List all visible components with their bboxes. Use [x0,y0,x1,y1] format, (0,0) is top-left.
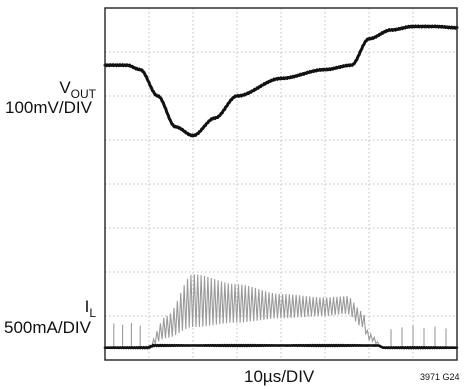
vout-scale-label: 100mV/DIV [5,98,92,117]
vout-label-main: V [59,78,71,97]
il-label-main: I [84,297,90,316]
traces [103,24,459,350]
il-label: IL [36,297,96,319]
il-label-sub: L [89,306,96,320]
vout-trace [103,24,459,138]
figure-id: 3971 G24 [420,372,460,382]
inductor-current-ripple-waveform [146,274,385,349]
plot-border [104,7,458,361]
inductor-current-trace [103,343,459,350]
grid [105,8,457,360]
x-axis-label: 10µs/DIV [244,367,315,386]
il-scale-label: 500mA/DIV [4,318,91,337]
vout-label: VOUT [36,78,96,100]
inductor-current-ripple [113,274,447,349]
vout-label-sub: OUT [70,87,96,101]
